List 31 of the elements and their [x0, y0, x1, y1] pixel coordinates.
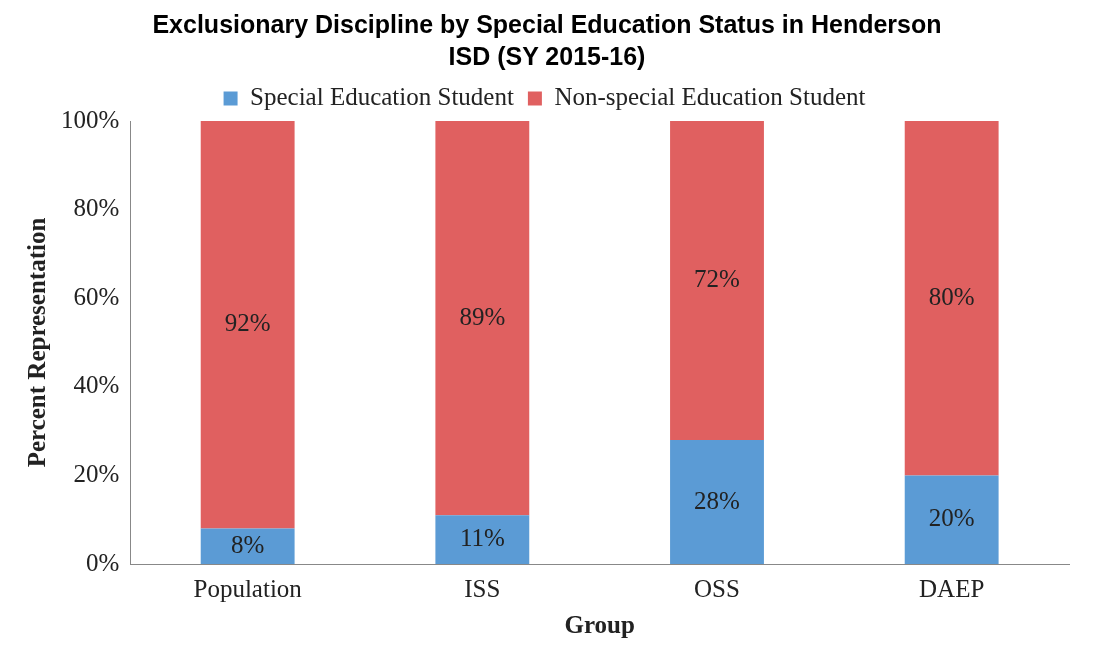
- x-tick-label: OSS: [694, 574, 740, 602]
- data-label: 89%: [459, 302, 506, 330]
- x-tick-label: Population: [193, 574, 303, 602]
- y-tick-label: 80%: [73, 194, 120, 222]
- legend-label: Special Education Student: [250, 83, 514, 111]
- chart-title: Exclusionary Discipline by Special Education Status in Henderson ISD (SY 2015-16): [151, 9, 943, 72]
- data-label: 72%: [694, 265, 740, 293]
- y-tick-label: 20%: [73, 459, 120, 487]
- bar: [670, 121, 764, 440]
- data-label: 20%: [928, 504, 975, 532]
- y-tick-label: 60%: [73, 282, 120, 310]
- bar: [904, 121, 999, 476]
- bar: [435, 121, 530, 516]
- y-tick-label: 100%: [61, 105, 120, 133]
- bar: [200, 528, 295, 564]
- data-label: 11%: [459, 524, 505, 552]
- bar: [670, 439, 764, 564]
- data-label: 92%: [224, 309, 271, 337]
- x-tick-label: ISS: [464, 574, 501, 602]
- data-label: 8%: [231, 530, 265, 558]
- y-tick-label: 0%: [86, 548, 120, 576]
- data-label: 80%: [928, 282, 975, 310]
- x-axis-title: Group: [564, 611, 635, 639]
- data-label: 28%: [694, 486, 740, 514]
- bar: [904, 475, 999, 564]
- bar: [435, 515, 530, 564]
- y-axis-title: Percent Representation: [23, 217, 51, 468]
- y-tick-label: 40%: [73, 371, 120, 399]
- bar: [200, 121, 295, 529]
- x-tick-label: DAEP: [919, 574, 985, 602]
- legend-label: Non-special Education Student: [554, 83, 866, 111]
